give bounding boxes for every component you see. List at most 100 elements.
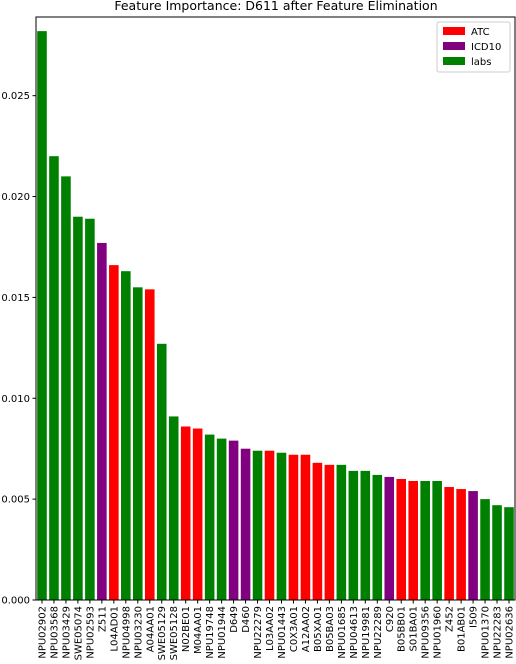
bar-npu19981 — [360, 470, 371, 600]
x-tick-label: NPU01443 — [277, 606, 288, 659]
chart-legend: ATC ICD10 labs — [436, 21, 511, 73]
x-tick-label: SWE05128 — [169, 606, 180, 660]
bar-npu03568 — [49, 156, 59, 600]
bar-npu01370 — [480, 499, 490, 600]
bars-layer — [37, 31, 514, 601]
x-tick-label: NPU01944 — [217, 606, 228, 659]
bar-npu01960 — [432, 480, 442, 600]
x-tick-label: NPU22283 — [493, 606, 504, 659]
legend-swatch-atc — [443, 27, 465, 35]
x-tick-label: SWE05074 — [73, 606, 84, 660]
bar-b05ba03 — [324, 464, 335, 600]
x-tick-label: I509 — [469, 606, 480, 628]
x-tick-label: NPU02902 — [37, 606, 48, 659]
plot-frame — [35, 16, 516, 601]
x-tick-label: NPU03568 — [49, 606, 60, 659]
x-tick-label: B01AB01 — [457, 606, 468, 652]
x-tick-label: NPU22279 — [253, 606, 264, 659]
x-tick-label: NPU01685 — [337, 606, 348, 659]
x-tick-label: NPU09356 — [421, 606, 432, 659]
bar-npu02902 — [37, 31, 47, 601]
x-tick-label: NPU02593 — [85, 606, 96, 659]
bar-s01ba01 — [408, 480, 418, 600]
chart-title: Feature Importance: D611 after Feature E… — [114, 0, 437, 13]
bar-npu19748 — [204, 434, 215, 600]
x-tick-label: D649 — [229, 606, 240, 633]
bar-npu22289 — [372, 474, 383, 600]
x-tick-label: Z452 — [445, 606, 456, 632]
bar-l03aa02 — [264, 450, 275, 600]
x-tick-label: NPU22289 — [373, 606, 384, 659]
legend-label-icd10: ICD10 — [471, 42, 501, 53]
legend-label-atc: ATC — [471, 27, 490, 38]
x-tick-label: SWE05129 — [157, 606, 168, 660]
x-tick-label: A04AA01 — [145, 606, 156, 652]
bar-npu01685 — [336, 464, 347, 600]
bar-a12aa02 — [300, 454, 311, 600]
x-tick-label: NPU19748 — [205, 606, 216, 659]
bar-a04aa01 — [144, 289, 155, 600]
bar-npu03429 — [61, 176, 71, 600]
x-tick-label: L03AA02 — [265, 606, 276, 651]
legend-swatch-labs — [443, 57, 465, 65]
bar-npu01443 — [276, 452, 287, 600]
x-tick-label: B05BA03 — [325, 606, 336, 652]
bar-npu04998 — [121, 271, 131, 600]
y-tick-label: 0.015 — [1, 293, 30, 304]
x-tick-label: NPU04613 — [349, 606, 360, 659]
bar-npu22283 — [492, 505, 502, 600]
x-tick-label: S01BA01 — [409, 606, 420, 652]
y-axis: 0.000 0.005 0.010 0.015 0.020 0.025 — [1, 91, 36, 607]
bar-swe05128 — [168, 416, 179, 600]
bar-swe05129 — [156, 343, 167, 600]
bar-b05bb01 — [396, 478, 407, 600]
x-tick-label: Z511 — [97, 606, 108, 632]
bar-d649 — [228, 440, 239, 600]
x-tick-label: B05BB01 — [397, 606, 408, 652]
legend-swatch-icd10 — [443, 42, 465, 50]
x-tick-label: A12AA02 — [301, 606, 312, 652]
bar-swe05074 — [73, 216, 83, 600]
y-tick-label: 0.005 — [1, 495, 30, 506]
bar-b05xa01 — [312, 462, 323, 600]
x-tick-label: NPU03230 — [133, 606, 144, 659]
legend-label-labs: labs — [471, 57, 491, 68]
bar-npu01944 — [216, 438, 227, 600]
bar-c920 — [384, 476, 395, 600]
x-axis: NPU02902 NPU03568 NPU03429 SWE05074 NPU02593… — [37, 600, 516, 660]
x-tick-label: C0X3A01 — [289, 606, 300, 652]
y-tick-label: 0.010 — [1, 394, 30, 405]
x-tick-label: NPU19981 — [361, 606, 372, 659]
x-tick-label: NPU03429 — [61, 606, 72, 659]
y-tick-label: 0.000 — [1, 596, 30, 607]
bar-npu04613 — [348, 470, 359, 600]
bar-npu02593 — [85, 218, 95, 601]
bar-i509 — [468, 491, 478, 600]
bar-l04ad01 — [109, 265, 119, 600]
bar-b01ab01 — [456, 489, 466, 600]
bar-npu09356 — [420, 480, 430, 600]
bar-d460 — [240, 448, 251, 600]
bar-npu02636 — [504, 507, 514, 600]
x-tick-label: NPU01960 — [433, 606, 444, 659]
bar-z511 — [97, 242, 107, 600]
x-tick-label: NPU01370 — [481, 606, 492, 659]
y-tick-label: 0.020 — [1, 192, 30, 203]
bar-z452 — [444, 487, 454, 600]
bar-n02be01 — [180, 426, 191, 600]
x-tick-label: NPU04998 — [121, 606, 132, 659]
x-tick-label: M04AA01 — [193, 606, 204, 654]
legend-entries: ATC ICD10 labs — [443, 27, 501, 68]
bar-npu22279 — [252, 450, 263, 600]
x-tick-label: NPU02636 — [505, 606, 516, 659]
y-tick-label: 0.025 — [1, 91, 30, 102]
bar-npu03230 — [133, 287, 143, 600]
x-tick-label: L04AD01 — [109, 606, 120, 652]
bar-c0x3a01 — [288, 454, 299, 600]
x-tick-label: B05XA01 — [313, 606, 324, 652]
x-tick-label: N02BE01 — [181, 606, 192, 652]
x-tick-label: D460 — [241, 606, 252, 633]
bar-m04aa01 — [192, 428, 203, 600]
x-tick-label: C920 — [385, 606, 396, 632]
